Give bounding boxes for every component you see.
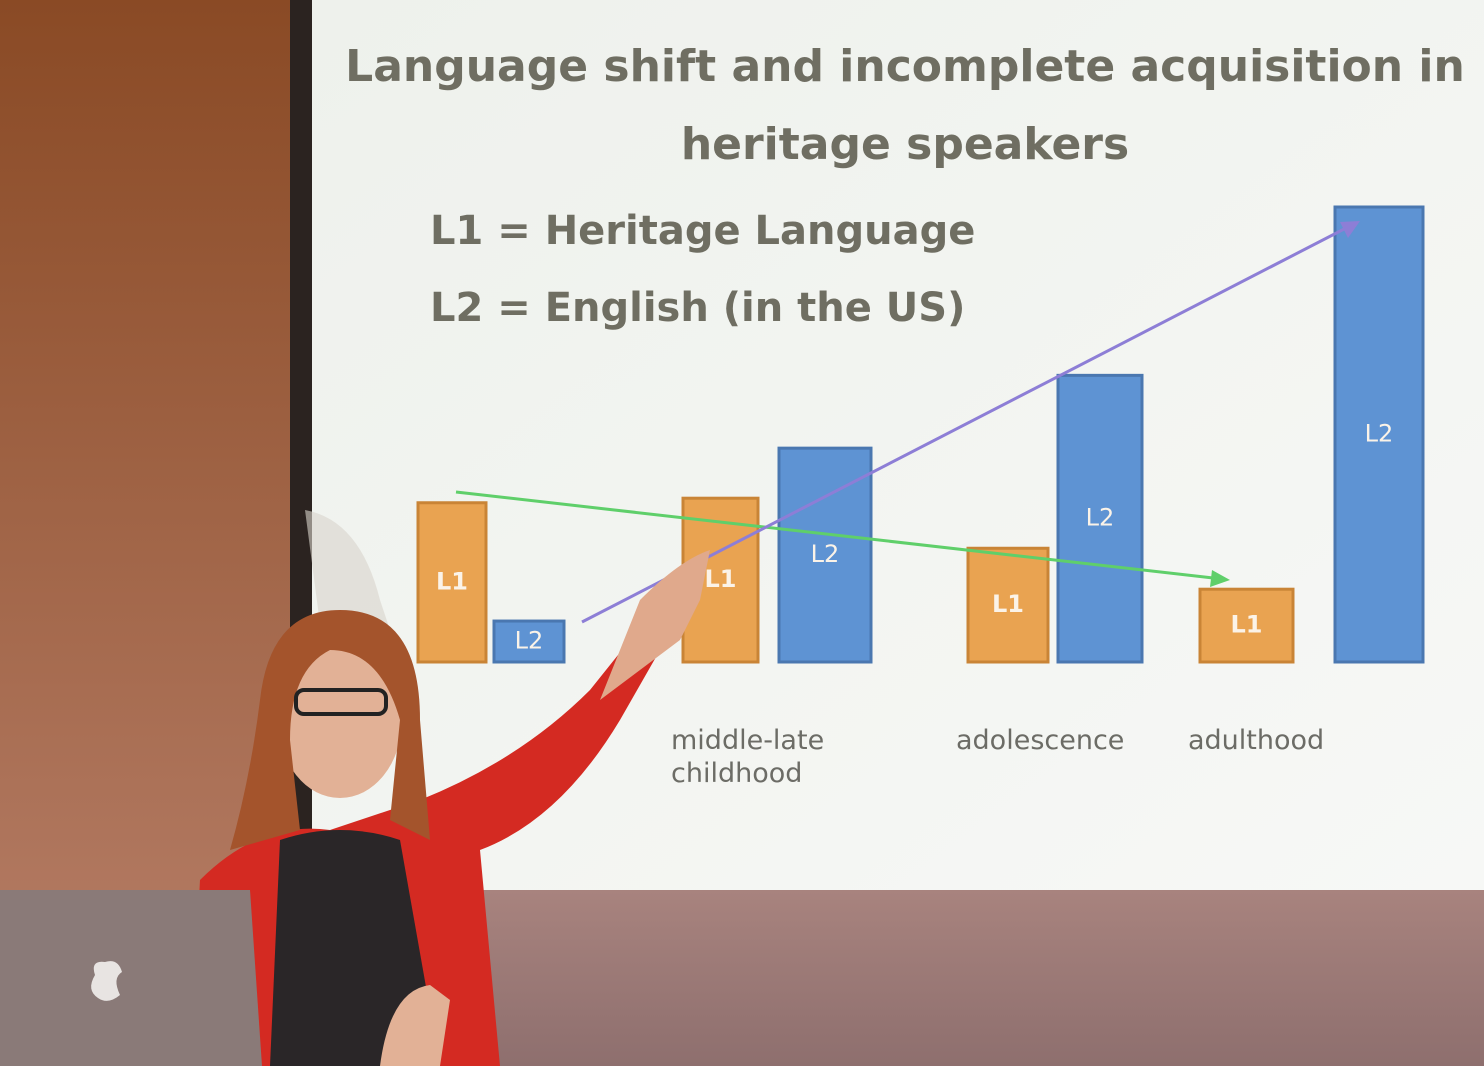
bar-label: L2	[1086, 504, 1115, 532]
category-label: middle-late childhood	[671, 724, 851, 790]
bar-label: L1	[436, 567, 468, 595]
bar-label: L2	[1365, 420, 1394, 448]
legend-note: L1 = Heritage Language	[430, 208, 975, 254]
bar-label: L1	[992, 590, 1024, 618]
photo: L1 L2 L1 L2 L1 L2 L1 L2 Language shift and inco…	[0, 0, 1484, 1066]
legend-note: L2 = English (in the US)	[430, 285, 965, 331]
category-label: adolescence	[956, 724, 1196, 757]
category-label: adulthood	[1188, 724, 1428, 757]
bar-label: L2	[515, 627, 544, 655]
bar-label: L1	[705, 565, 737, 593]
laptop	[0, 890, 262, 1066]
bar-label: L1	[1231, 611, 1263, 639]
bar-label: L2	[811, 540, 840, 568]
slide-title: Language shift and incomplete acquisitio…	[330, 28, 1480, 184]
